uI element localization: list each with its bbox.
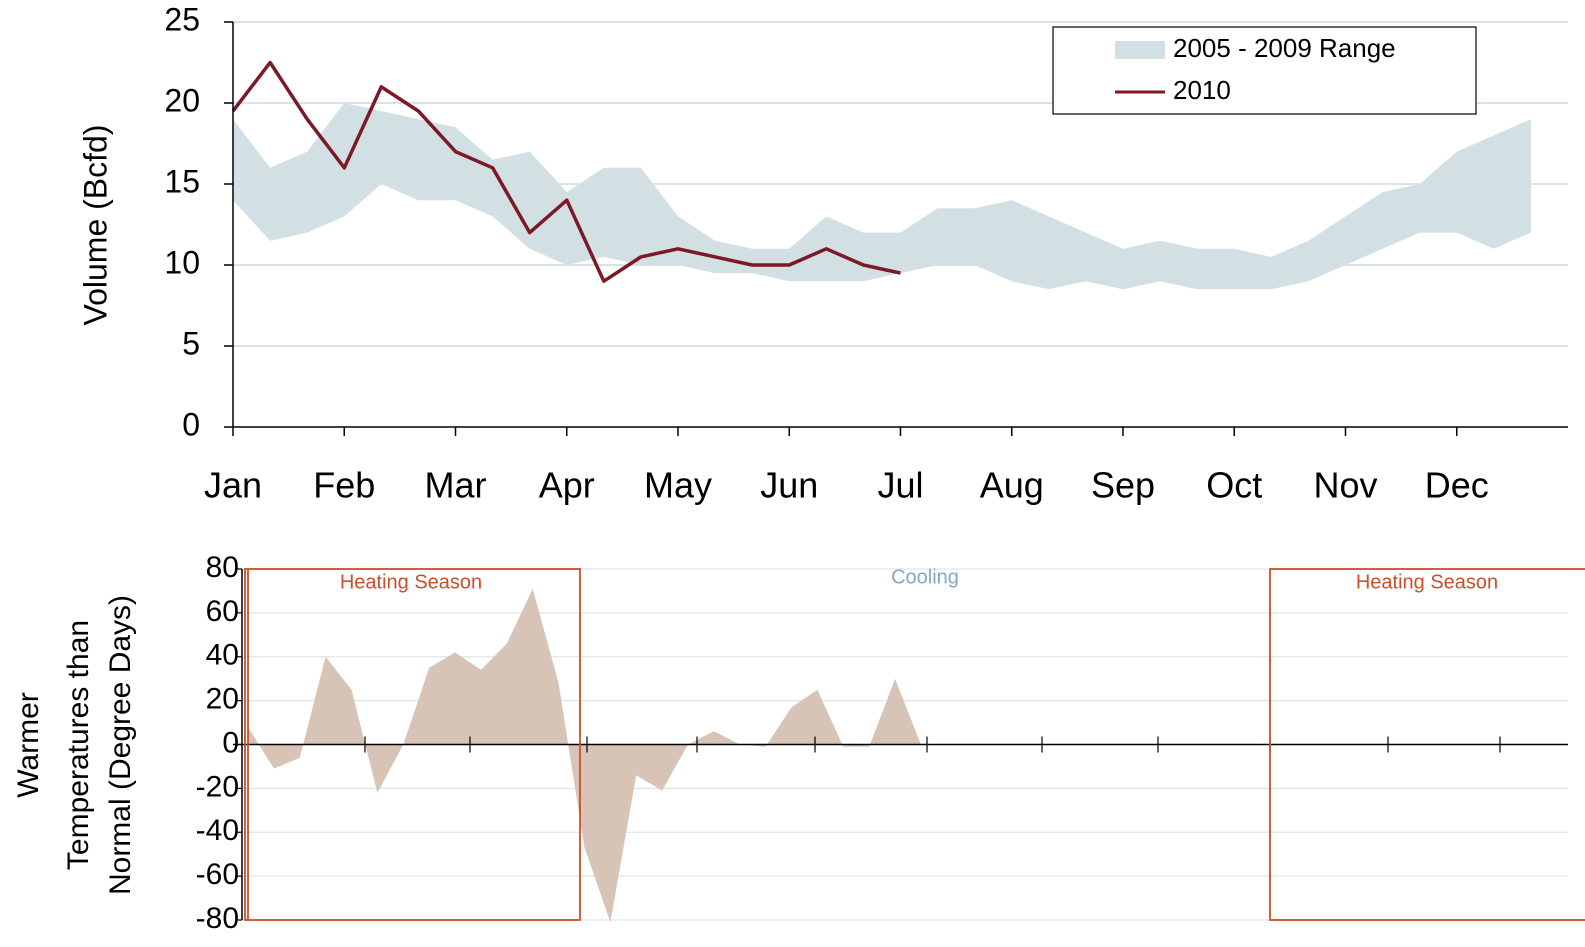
y-axis-label: Normal (Degree Days) <box>104 595 137 895</box>
annotation: Heating Season <box>1356 571 1498 593</box>
legend-label: 2010 <box>1173 75 1231 105</box>
y-tick-label: 20 <box>164 82 200 118</box>
x-tick-label: Feb <box>313 465 375 506</box>
annotation: Cooling <box>891 566 959 588</box>
area <box>248 588 921 923</box>
season-box <box>1269 568 1585 921</box>
y-tick-label: 0 <box>182 406 200 442</box>
y-tick-label: 40 <box>206 639 239 672</box>
x-tick-label: Apr <box>539 465 595 506</box>
y-axis-label: Volume (Bcfd) <box>77 125 113 326</box>
temperature-panel: -80 -60 -40 -20 0 20 40 60 80 Heating Season Cooli… <box>12 551 1585 935</box>
y-tick-label: 80 <box>206 551 239 584</box>
y-tick-label: -60 <box>196 858 239 891</box>
x-tick-label: Sep <box>1091 465 1155 506</box>
x-tick-label: Oct <box>1206 465 1262 506</box>
y-tick-label: 25 <box>164 1 200 37</box>
y-axis-label: Temperatures than <box>62 620 95 870</box>
season-box <box>244 568 581 921</box>
x-tick-label: Dec <box>1425 465 1489 506</box>
y-tick-label: 15 <box>164 163 200 199</box>
line-2010 <box>231 60 901 283</box>
x-tick-label: Jul <box>877 465 923 506</box>
range-band <box>233 103 1531 290</box>
annotation: Heating Season <box>340 571 482 593</box>
y-tick-label: -40 <box>196 814 239 847</box>
x-tick-label: Aug <box>980 465 1044 506</box>
y-axis-label: Warmer <box>12 692 45 798</box>
x-tick-label: Nov <box>1313 465 1377 506</box>
y-tick-label: 60 <box>206 595 239 628</box>
x-tick-label: Mar <box>425 465 487 506</box>
y-tick-label: 20 <box>206 683 239 716</box>
x-tick-label: May <box>644 465 712 506</box>
y-tick-label: 0 <box>222 726 239 759</box>
y-tick-label: -20 <box>196 770 239 803</box>
volume-panel: 0 5 10 15 20 25 Jan Feb Mar Apr May Jun Jul Aug Sep Oct… <box>77 1 1568 506</box>
legend-label: 2005 - 2009 Range <box>1173 33 1396 63</box>
x-tick-label: Jun <box>760 465 818 506</box>
y-tick-label: 5 <box>182 325 200 361</box>
y-tick-label: 10 <box>164 244 200 280</box>
legend-swatch <box>1115 41 1165 59</box>
y-tick-label: -80 <box>196 902 239 935</box>
x-tick-label: Jan <box>204 465 262 506</box>
